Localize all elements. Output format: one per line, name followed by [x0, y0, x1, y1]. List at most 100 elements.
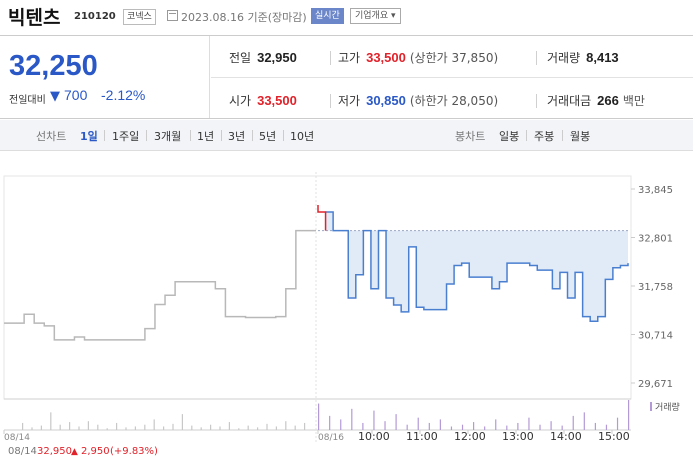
x-tick-label: 13:00 [502, 430, 534, 443]
open-price: 시가 33,500 [229, 92, 297, 109]
volume-bar [125, 427, 127, 430]
divider [190, 130, 191, 141]
stock-header: 빅텐츠 210120 코넥스 2023.08.16 기준(장마감) 실시간 기업… [0, 0, 693, 34]
today-fill-area [325, 212, 628, 322]
y-tick-label: 29,671 [638, 379, 673, 390]
volume-bar [97, 424, 99, 430]
volume-bar [144, 424, 146, 430]
tab-3year[interactable]: 3년 [228, 130, 246, 143]
volume-bar [616, 417, 619, 430]
high-value: 33,500 [366, 50, 406, 65]
tab-10year[interactable]: 10년 [290, 130, 315, 143]
volume-bar [628, 400, 630, 430]
market-badge: 코넥스 [123, 9, 156, 25]
volume-bar [153, 419, 155, 430]
volume-bar [417, 417, 419, 430]
volume-bar [59, 424, 61, 430]
divider [211, 77, 693, 78]
base-date: 2023.08.16 기준(장마감) [181, 11, 307, 24]
tab-1week[interactable]: 1주일 [112, 130, 140, 143]
volume-bar [318, 403, 320, 430]
open-spike-line [317, 205, 327, 231]
tab-monthly-candle[interactable]: 월봉 [570, 130, 591, 143]
volume-bar [362, 422, 364, 430]
x-tick-label: 15:00 [598, 430, 630, 443]
volume-bar [506, 425, 508, 430]
footer-change: 2,950 [81, 446, 110, 457]
divider [221, 130, 222, 141]
volume-bar [550, 421, 552, 430]
tab-5year[interactable]: 5년 [259, 130, 277, 143]
volume-bar [495, 419, 497, 430]
divider [536, 51, 537, 65]
change-label: 전일대비 [9, 95, 46, 106]
tab-1day[interactable]: 1일 [80, 130, 98, 143]
x-tick-label: 10:00 [358, 430, 390, 443]
company-info-dropdown[interactable]: 기업개요 ▾ [350, 8, 401, 24]
volume-bar [247, 425, 249, 430]
x-tick-label: 14:00 [550, 430, 582, 443]
divider [146, 130, 147, 141]
volume-bar [395, 414, 397, 430]
volume-bar [340, 419, 342, 430]
trade-amount: 거래대금 266 백만 [547, 92, 645, 109]
volume-bar [561, 425, 563, 430]
volume-bar [384, 421, 386, 430]
volume-bar [285, 421, 287, 430]
volume-bar [50, 412, 52, 430]
volume-bar [484, 426, 486, 430]
tab-weekly-candle[interactable]: 주봉 [534, 130, 555, 143]
volume-bar [406, 424, 408, 430]
volume-value: 8,413 [586, 50, 619, 65]
tab-3month[interactable]: 3개월 [154, 130, 182, 143]
volume-bar [116, 422, 118, 430]
tab-daily-candle[interactable]: 일봉 [499, 130, 520, 143]
volume-bar [517, 422, 519, 430]
history-series-line [4, 229, 316, 341]
low-label: 저가 [338, 94, 361, 108]
volume-bars [22, 400, 630, 430]
y-tick-label: 33,845 [638, 185, 673, 196]
day-high: 고가 33,500 (상한가 37,850) [338, 49, 498, 66]
volume-bar [163, 426, 165, 430]
volume-bar [191, 425, 193, 430]
y-tick-label: 31,758 [638, 282, 673, 293]
tab-1year[interactable]: 1년 [197, 130, 215, 143]
x-axis: 08/14 08/16 10:00 11:00 12:00 13:00 14:00 15:00 [3, 430, 630, 443]
low-value: 30,850 [366, 93, 406, 108]
divider [283, 130, 284, 141]
volume-bar [294, 425, 296, 430]
day-low: 저가 30,850 (하한가 28,050) [338, 92, 498, 109]
y-tick-label: 30,714 [638, 331, 673, 342]
volume-bar [275, 426, 277, 430]
volume-bar [134, 426, 136, 430]
price-chart[interactable]: 33,845 32,801 31,758 30,714 29,671 08/14 08/1… [0, 152, 693, 466]
realtime-button[interactable]: 실시간 [311, 8, 344, 24]
volume-bar [87, 421, 89, 430]
footer-percent: (+9.83%) [110, 446, 158, 457]
volume-bar [106, 428, 108, 430]
volume-bar [439, 419, 441, 430]
volume-bar [539, 424, 541, 430]
volume-bar [605, 424, 608, 430]
volume-bar [181, 414, 183, 430]
divider [330, 51, 331, 65]
chart-tabs: 선차트 1일 1주일 3개월 1년 3년 5년 10년 봉차트 일봉 주봉 월봉 [0, 120, 693, 151]
amount-value: 266 [597, 93, 619, 108]
divider [330, 94, 331, 108]
volume-bar [210, 424, 212, 430]
volume-bar [69, 422, 71, 430]
prev-close-label: 전일 [229, 51, 252, 65]
stock-code: 210120 [74, 11, 116, 22]
volume-bar [172, 423, 174, 430]
volume-bar [450, 426, 453, 430]
high-label: 고가 [338, 51, 361, 65]
volume-bar [583, 412, 585, 430]
volume-bar [40, 425, 42, 430]
divider [562, 130, 563, 141]
volume-bar [266, 423, 268, 430]
volume-bar [351, 408, 353, 430]
divider [252, 130, 253, 141]
volume-bar [473, 422, 475, 430]
volume-bar [572, 415, 574, 430]
